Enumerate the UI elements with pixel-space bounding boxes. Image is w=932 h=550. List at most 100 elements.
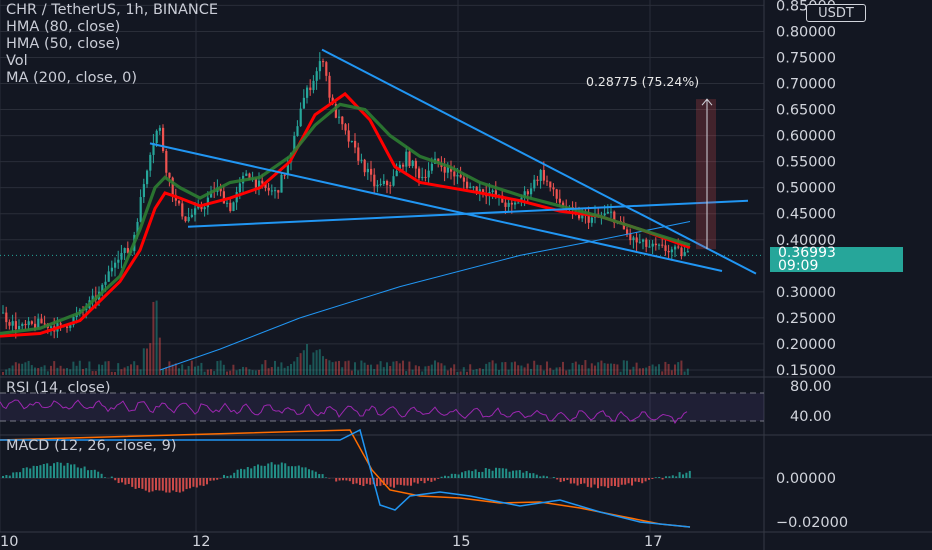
volume-bar — [290, 364, 292, 375]
candle-body — [152, 143, 155, 155]
volume-bar — [670, 370, 673, 375]
volume-bar — [590, 363, 593, 375]
legend-hma80[interactable]: HMA (80, close) — [6, 19, 121, 35]
volume-bar — [635, 362, 638, 375]
candle-body — [101, 284, 104, 292]
volume-bar — [421, 371, 424, 375]
volume-bar — [178, 368, 180, 375]
macd-histogram-bar — [495, 467, 497, 478]
macd-histogram-bar — [246, 467, 249, 478]
candle-body — [270, 190, 273, 192]
price-tick-label: 0.80000 — [776, 24, 836, 40]
macd-histogram-bar — [59, 462, 62, 478]
volume-bar — [504, 362, 507, 375]
candle-body — [162, 127, 165, 151]
macd-histogram-bar — [178, 478, 181, 493]
chart-legend: CHR / TetherUS, 1h, BINANCE HMA (80, clo… — [6, 2, 218, 87]
candle-body — [421, 176, 424, 179]
candle-body — [232, 202, 235, 211]
macd-histogram-bar — [66, 462, 69, 478]
candle-body — [168, 172, 171, 178]
volume-bar — [478, 368, 481, 375]
macd-histogram-bar — [484, 468, 487, 478]
volume-bar — [510, 362, 513, 375]
candle-body — [382, 180, 385, 184]
volume-bar — [395, 361, 398, 375]
candle-body — [322, 61, 325, 63]
volume-bar — [686, 368, 689, 375]
legend-ma200[interactable]: MA (200, close, 0) — [6, 70, 138, 86]
candle-body — [126, 248, 129, 253]
candle-body — [587, 214, 590, 223]
candle-body — [549, 181, 552, 188]
volume-bar — [533, 360, 536, 375]
candle-body — [648, 246, 651, 248]
macd-histogram-bar — [29, 468, 32, 478]
volume-bar — [616, 364, 619, 375]
macd-histogram-bar — [250, 468, 253, 478]
volume-bar — [27, 360, 30, 375]
volume-bar — [78, 360, 81, 375]
candle-body — [344, 124, 347, 131]
macd-histogram-bar — [110, 476, 113, 478]
candle-body — [539, 169, 542, 181]
macd-histogram-bar — [359, 478, 361, 485]
macd-histogram-bar — [202, 478, 205, 486]
volume-bar — [386, 362, 388, 375]
volume-bar — [382, 367, 385, 375]
measure-arrowhead — [701, 98, 713, 106]
macd-histogram-bar — [223, 474, 225, 478]
candle-body — [501, 195, 504, 203]
macd-label[interactable]: MACD (12, 26, close, 9) — [6, 438, 177, 454]
candle-body — [104, 281, 107, 285]
volume-bar — [248, 369, 251, 375]
volume-bar — [491, 360, 494, 375]
macd-histogram-bar — [675, 476, 678, 478]
candle-body — [50, 326, 53, 328]
macd-histogram-bar — [614, 478, 616, 487]
volume-bar — [434, 360, 436, 375]
rsi-label[interactable]: RSI (14, close) — [6, 380, 111, 396]
volume-bar — [507, 369, 510, 375]
volume-bar — [562, 361, 564, 375]
legend-vol[interactable]: Vol — [6, 53, 28, 69]
candle-body — [430, 163, 433, 171]
candle-body — [302, 97, 305, 109]
candle-body — [165, 150, 168, 173]
volume-bar — [94, 371, 97, 375]
volume-bar — [222, 364, 225, 375]
volume-bar — [664, 361, 667, 375]
candle-body — [261, 180, 264, 184]
price-tick-label: 0.75000 — [776, 50, 836, 66]
macd-histogram-bar — [522, 472, 525, 478]
macd-histogram-bar — [297, 465, 300, 478]
volume-bar — [370, 364, 372, 375]
volume-bar — [296, 357, 299, 375]
macd-histogram-bar — [603, 478, 606, 487]
volume-bar — [299, 353, 302, 375]
legend-symbol[interactable]: CHR / TetherUS, 1h, BINANCE — [6, 2, 219, 18]
candle-body — [405, 151, 408, 167]
macd-histogram-bar — [569, 478, 572, 484]
volume-bar — [146, 348, 148, 375]
volume-bar — [139, 369, 142, 375]
candle-body — [466, 181, 469, 189]
candle-body — [219, 187, 222, 192]
volume-bar — [674, 364, 676, 375]
volume-bar — [408, 361, 411, 375]
volume-bar — [530, 368, 532, 375]
macd-histogram-bar — [634, 478, 637, 482]
candle-body — [8, 322, 11, 326]
macd-histogram-bar — [508, 471, 511, 478]
macd-histogram-bar — [627, 478, 630, 484]
candle-body — [318, 61, 321, 72]
macd-histogram-bar — [454, 473, 457, 478]
volume-bar — [338, 360, 340, 375]
volume-bar — [274, 360, 276, 375]
volume-bar — [328, 360, 331, 375]
candle-body — [69, 325, 72, 328]
volume-bar — [555, 367, 558, 375]
legend-hma50[interactable]: HMA (50, close) — [6, 36, 121, 52]
macd-histogram-bar — [260, 465, 263, 478]
